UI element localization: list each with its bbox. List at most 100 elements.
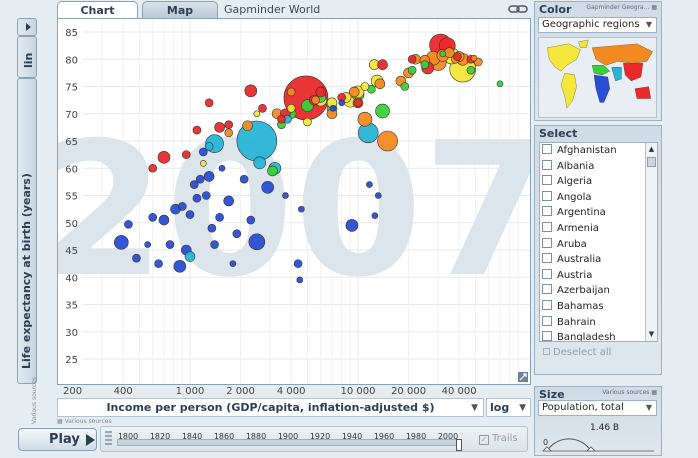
country-list-item[interactable]: Aruba	[542, 237, 587, 253]
tab-chart[interactable]: Chart	[57, 1, 138, 19]
country-bubble[interactable]	[248, 233, 266, 251]
slider-grip-icon[interactable]	[105, 431, 112, 447]
country-bubble[interactable]	[148, 213, 158, 222]
y-sources-link[interactable]: Various sources	[31, 376, 38, 424]
country-bubble[interactable]	[192, 125, 202, 135]
checkbox[interactable]	[542, 190, 552, 201]
country-bubble[interactable]	[357, 111, 373, 127]
checkbox[interactable]	[542, 253, 552, 264]
country-bubble[interactable]	[375, 103, 390, 119]
country-list[interactable]: Afghanistan Albania Algeria Angola Argentina…	[539, 142, 658, 342]
country-bubble[interactable]	[338, 99, 346, 107]
checkbox[interactable]	[542, 222, 552, 232]
color-select[interactable]: Geographic regions ▼	[538, 17, 657, 33]
y-indicator-selector[interactable]: Life expectancy at birth (years) Various…	[17, 78, 38, 424]
country-bubble[interactable]	[374, 192, 382, 199]
country-bubble[interactable]	[239, 174, 249, 184]
country-bubble[interactable]	[407, 65, 417, 75]
country-bubble[interactable]	[195, 174, 205, 184]
size-gauge[interactable]	[539, 421, 658, 455]
country-list-item[interactable]: Bangladesh	[542, 331, 616, 341]
country-bubble[interactable]	[452, 52, 462, 61]
country-bubble[interactable]	[353, 98, 363, 108]
country-bubble[interactable]	[178, 202, 187, 211]
country-bubble[interactable]	[204, 142, 214, 151]
country-list-item[interactable]: Armenia	[542, 222, 599, 237]
checkbox[interactable]	[542, 206, 552, 217]
world-region-map[interactable]	[538, 37, 657, 118]
trails-checkbox[interactable]: ✓ Trails	[479, 433, 518, 445]
scroll-up-icon[interactable]: ▲	[648, 145, 655, 153]
x-sources-link[interactable]: ▦ Various sources	[57, 418, 112, 425]
country-bubble[interactable]	[357, 122, 379, 144]
country-bubble[interactable]	[470, 54, 478, 62]
country-bubble[interactable]	[200, 160, 207, 167]
country-bubble[interactable]	[242, 120, 253, 132]
country-bubble[interactable]	[210, 240, 219, 249]
country-bubble[interactable]	[223, 195, 235, 207]
x-indicator-selector[interactable]: Income per person (GDP/capita, inflation…	[57, 398, 484, 417]
color-source-link[interactable]: Gapminder Geogra... ▦	[586, 4, 657, 11]
country-bubble[interactable]	[400, 82, 410, 91]
scroll-thumb[interactable]	[647, 157, 656, 167]
checkbox[interactable]	[542, 300, 552, 310]
country-bubble[interactable]	[496, 80, 504, 88]
country-bubble[interactable]	[258, 104, 267, 113]
country-bubble[interactable]	[371, 212, 379, 219]
country-bubble[interactable]	[466, 65, 476, 75]
country-bubble[interactable]	[158, 214, 170, 226]
country-bubble[interactable]	[293, 259, 303, 268]
country-bubble[interactable]	[214, 122, 225, 133]
country-bubble[interactable]	[207, 223, 217, 233]
country-bubble[interactable]	[203, 171, 215, 182]
country-bubble[interactable]	[277, 114, 286, 124]
country-bubble[interactable]	[253, 156, 267, 170]
checkbox[interactable]	[542, 268, 552, 279]
checkbox[interactable]	[542, 331, 552, 341]
country-bubble[interactable]	[407, 54, 417, 64]
checkbox[interactable]	[542, 159, 552, 170]
tab-map[interactable]: Map	[142, 1, 218, 19]
checkbox[interactable]	[542, 284, 552, 295]
timeline-thumb[interactable]	[456, 439, 463, 451]
country-bubble[interactable]	[132, 253, 141, 263]
resize-handle[interactable]	[518, 372, 528, 382]
country-bubble[interactable]	[286, 87, 296, 97]
country-bubble[interactable]	[298, 205, 305, 213]
checkbox[interactable]	[542, 175, 552, 186]
country-bubble[interactable]	[232, 229, 242, 238]
link-icon[interactable]	[508, 3, 528, 15]
country-list-item[interactable]: Austria	[542, 268, 592, 284]
scroll-down-icon[interactable]: ▼	[648, 330, 655, 338]
country-list-item[interactable]: Angola	[542, 190, 592, 206]
y-axis-expand-button[interactable]	[17, 18, 37, 36]
timeline-slider[interactable]: 1800 1820 1840 1860 1880 1900 1920 1940 1960 1980…	[100, 426, 528, 452]
country-bubble[interactable]	[215, 213, 224, 222]
country-bubble[interactable]	[303, 117, 312, 127]
country-bubble[interactable]	[189, 180, 199, 189]
country-list-item[interactable]: Algeria	[542, 175, 592, 190]
size-source-link[interactable]: Various sources ▦	[602, 389, 657, 396]
country-bubble[interactable]	[165, 240, 175, 249]
y-scale-toggle[interactable]: lin	[17, 36, 37, 78]
country-bubble[interactable]	[173, 260, 187, 273]
country-list-item[interactable]: Argentina	[542, 206, 606, 221]
country-bubble[interactable]	[192, 193, 202, 203]
country-bubble[interactable]	[377, 130, 398, 152]
country-bubble[interactable]	[199, 147, 208, 157]
country-bubble[interactable]	[374, 78, 386, 90]
country-bubble[interactable]	[348, 86, 360, 98]
country-bubble[interactable]	[157, 151, 171, 164]
country-bubble[interactable]	[229, 260, 237, 267]
country-bubble[interactable]	[329, 105, 337, 112]
country-bubble[interactable]	[181, 150, 191, 159]
country-bubble[interactable]	[113, 235, 129, 250]
country-list-item[interactable]: Azerbaijan	[542, 284, 610, 299]
country-bubble[interactable]	[366, 181, 373, 188]
country-bubble[interactable]	[420, 60, 430, 70]
country-bubble[interactable]	[286, 104, 296, 113]
country-bubble[interactable]	[154, 259, 163, 268]
checkbox[interactable]	[542, 315, 552, 326]
country-bubble[interactable]	[244, 84, 258, 98]
country-bubble[interactable]	[296, 276, 304, 284]
